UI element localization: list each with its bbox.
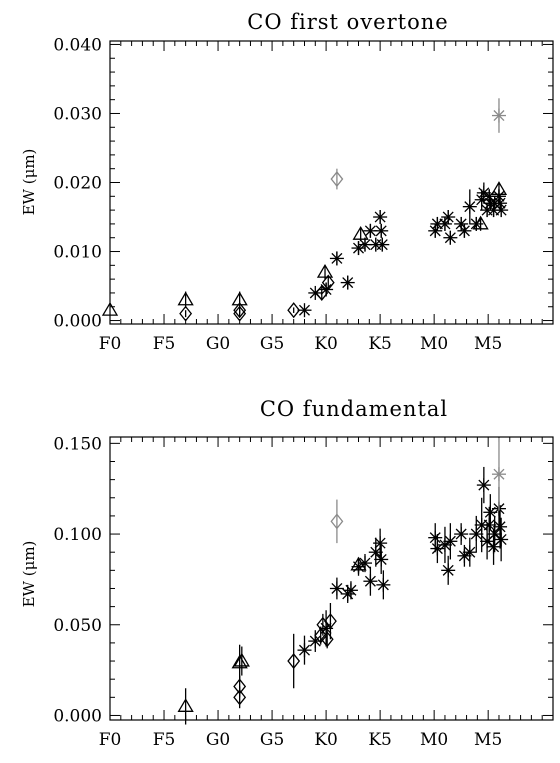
- point-diamond: [179, 305, 193, 322]
- y-tick-label: 0.020: [53, 174, 102, 194]
- x-tick-label: G0: [206, 334, 230, 354]
- point-asterisk: [297, 635, 312, 665]
- point-diamond: [330, 168, 344, 190]
- point-asterisk: [373, 210, 388, 225]
- point-asterisk: [462, 537, 477, 567]
- point-asterisk: [476, 466, 491, 504]
- y-tick-label: 0.000: [53, 312, 102, 332]
- y-axis-label: EW (μm): [20, 149, 38, 216]
- point-asterisk: [357, 237, 372, 252]
- point-asterisk: [357, 554, 372, 573]
- point-asterisk: [319, 610, 334, 647]
- point-asterisk: [491, 189, 506, 204]
- x-tick-label: F0: [99, 730, 122, 750]
- x-tick-label: F0: [99, 334, 122, 354]
- x-tick-label: F5: [153, 730, 176, 750]
- point-triangle: [177, 688, 194, 725]
- point-asterisk: [428, 523, 443, 553]
- x-tick-label: M5: [474, 334, 502, 354]
- axis-ticks: F0 F5 G0 G5 K0 K5 M0 M5 0.000 0.050 0.100 0.150: [53, 434, 554, 750]
- x-tick-label: K5: [368, 730, 392, 750]
- plot-frame: [109, 436, 554, 721]
- x-tick-label: G5: [260, 730, 284, 750]
- chart-title: CO fundamental: [260, 397, 448, 421]
- data-marks: [101, 98, 509, 322]
- y-tick-label: 0.040: [53, 35, 102, 55]
- point-asterisk: [437, 216, 452, 231]
- data-marks: [177, 437, 509, 725]
- x-tick-label: F5: [153, 334, 176, 354]
- point-asterisk: [373, 528, 388, 558]
- point-asterisk: [494, 517, 509, 562]
- point-asterisk: [462, 189, 477, 224]
- point-asterisk: [441, 210, 456, 225]
- point-triangle: [233, 646, 250, 676]
- x-tick-label: M0: [420, 334, 448, 354]
- point-asterisk: [476, 182, 491, 204]
- point-asterisk: [494, 203, 509, 218]
- point-asterisk: [319, 282, 334, 297]
- y-tick-label: 0.010: [53, 243, 102, 263]
- point-asterisk: [374, 544, 389, 574]
- point-asterisk: [454, 523, 469, 545]
- y-tick-label: 0.000: [53, 706, 102, 726]
- x-tick-label: K0: [314, 334, 338, 354]
- point-diamond: [233, 675, 247, 698]
- point-diamond: [287, 302, 301, 319]
- point-triangle: [352, 225, 369, 242]
- y-axis-label: EW (μm): [20, 541, 38, 608]
- point-diamond: [233, 302, 247, 319]
- point-asterisk: [430, 534, 445, 564]
- point-asterisk: [491, 437, 506, 511]
- point-diamond: [287, 633, 301, 689]
- point-asterisk: [363, 566, 378, 596]
- x-tick-label: M5: [474, 730, 502, 750]
- x-tick-label: G5: [260, 334, 284, 354]
- point-triangle: [177, 291, 194, 309]
- point-triangle: [101, 301, 119, 316]
- point-asterisk: [375, 237, 390, 252]
- y-tick-label: 0.030: [53, 104, 102, 124]
- point-diamond: [330, 499, 344, 544]
- plot-frame: [109, 40, 554, 325]
- point-asterisk: [441, 555, 456, 585]
- point-asterisk: [457, 223, 472, 238]
- x-tick-label: G0: [206, 730, 230, 750]
- point-asterisk: [469, 515, 484, 553]
- point-triangle: [231, 644, 248, 681]
- point-asterisk: [329, 251, 344, 266]
- point-asterisk: [297, 303, 312, 318]
- x-tick-label: M0: [420, 730, 448, 750]
- point-asterisk: [340, 275, 355, 290]
- y-tick-label: 0.100: [53, 525, 102, 545]
- x-tick-label: K0: [314, 730, 338, 750]
- point-asterisk: [308, 285, 323, 300]
- y-tick-label: 0.050: [53, 616, 102, 636]
- panel-co-first-overtone: CO first overtone EW (μm) F0 F5 G0 G5 K0 K5 M0…: [20, 10, 554, 354]
- point-triangle: [316, 263, 334, 280]
- point-asterisk: [483, 494, 498, 531]
- point-asterisk: [308, 630, 323, 652]
- chart-title: CO first overtone: [247, 10, 448, 34]
- point-asterisk: [343, 581, 358, 600]
- point-asterisk: [469, 216, 484, 231]
- point-triangle: [231, 291, 248, 309]
- x-tick-label: K5: [368, 334, 392, 354]
- y-tick-label: 0.150: [53, 434, 102, 454]
- point-asterisk: [487, 515, 502, 553]
- point-asterisk: [443, 230, 458, 245]
- point-asterisk: [491, 98, 506, 133]
- point-asterisk: [329, 577, 344, 600]
- point-asterisk: [351, 557, 366, 576]
- point-asterisk: [374, 223, 389, 238]
- panel-co-fundamental: CO fundamental EW (μm) F0 F5 G0 G5 K0 K5 M0 M5 0…: [20, 397, 554, 750]
- axis-ticks: F0 F5 G0 G5 K0 K5 M0 M5 0.000 0.010 0.020 0.030 0.04…: [53, 35, 554, 354]
- point-asterisk: [493, 196, 508, 211]
- point-asterisk: [457, 544, 472, 567]
- point-asterisk: [376, 570, 391, 600]
- point-asterisk: [443, 523, 458, 560]
